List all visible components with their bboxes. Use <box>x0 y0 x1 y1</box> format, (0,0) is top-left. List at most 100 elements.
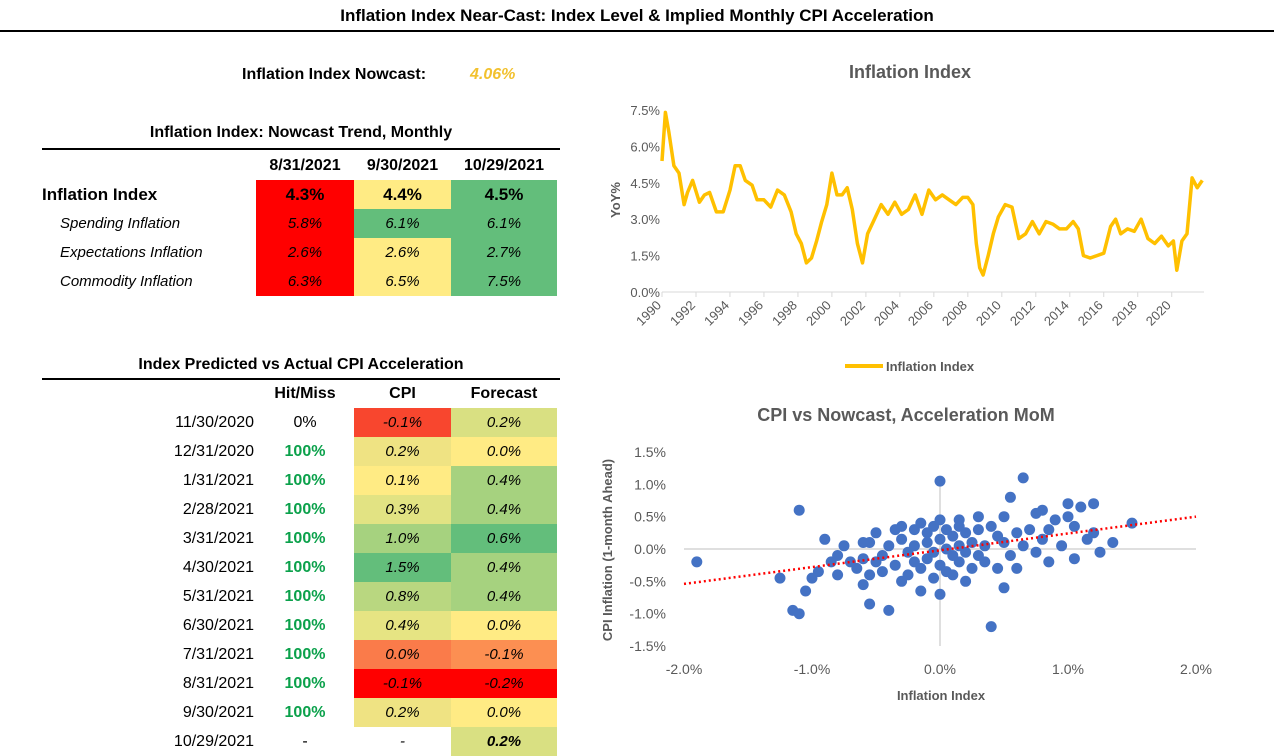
scatter-point <box>915 562 927 574</box>
scatter-point <box>972 511 984 523</box>
accel-forecast: 0.2% <box>451 408 557 437</box>
scatter-point <box>1062 511 1074 523</box>
accel-hit: 100% <box>284 616 326 634</box>
trend-cell: 2.6% <box>354 238 451 267</box>
line-chart-ylabel: YoY% <box>608 182 623 218</box>
y-tick-label: 4.5% <box>630 176 660 191</box>
scatter-chart-axes: -1.5% -1.0% -0.5% 0.0% 0.5% 1.0% 1.5% -2.0% -1.0… <box>629 444 1212 677</box>
scatter-chart-ylabel: CPI Inflation (1-month Ahead) <box>600 459 615 641</box>
legend-label: Inflation Index <box>886 359 975 374</box>
scatter-point <box>1011 527 1023 539</box>
scatter-point <box>819 533 831 545</box>
x-tick-label: 2002 <box>837 298 868 329</box>
accel-forecast: 0.4% <box>451 466 557 495</box>
accel-col-header: CPI <box>389 384 416 402</box>
scatter-point <box>928 572 940 584</box>
scatter-point <box>998 511 1010 523</box>
scatter-point <box>985 621 997 633</box>
x-tick-label: 2008 <box>939 298 970 329</box>
scatter-point <box>1056 540 1068 552</box>
scatter-point <box>1075 501 1087 513</box>
page-title: Inflation Index Near-Cast: Index Level &… <box>340 6 934 25</box>
accel-hit: 100% <box>284 529 326 547</box>
trend-table-rule <box>42 148 560 150</box>
scatter-point <box>979 556 991 568</box>
scatter-point <box>960 527 972 539</box>
y-tick-label: 0.5% <box>634 509 666 525</box>
trend-row-label: Commodity Inflation <box>60 273 193 290</box>
scatter-point <box>889 559 901 571</box>
trend-cell: 6.1% <box>354 209 451 238</box>
accel-forecast: -0.2% <box>451 669 557 698</box>
trend-table: 8/31/2021 9/30/2021 10/29/2021 Inflation… <box>42 151 557 296</box>
scatter-point <box>1024 524 1036 536</box>
accel-cpi: 0.2% <box>354 437 451 466</box>
scatter-point <box>985 520 997 532</box>
accel-forecast: 0.4% <box>451 495 557 524</box>
accel-table: Hit/Miss CPI Forecast 11/30/2020 0% -0.1% 0… <box>42 379 557 756</box>
trendline <box>683 515 1197 586</box>
accel-col-header: Hit/Miss <box>274 384 336 402</box>
scatter-point <box>1036 533 1048 545</box>
trend-cell: 6.1% <box>451 209 557 238</box>
scatter-chart: CPI vs Nowcast, Acceleration MoM CPI Inf… <box>600 405 1212 703</box>
y-tick-label: 7.5% <box>630 103 660 118</box>
accel-cpi: 1.5% <box>354 553 451 582</box>
accel-hit: 100% <box>284 442 326 460</box>
scatter-point <box>934 533 946 545</box>
trend-cell: 7.5% <box>451 267 557 296</box>
x-tick-label: 2018 <box>1109 298 1140 329</box>
trend-cell: 4.5% <box>451 180 557 209</box>
line-chart-series <box>660 110 1204 277</box>
scatter-point <box>998 582 1010 594</box>
accel-row: 6/30/2021 100% 0.4% 0.0% <box>42 611 557 640</box>
accel-forecast: 0.4% <box>451 582 557 611</box>
accel-col-header: Forecast <box>470 384 538 402</box>
line-chart-legend: Inflation Index <box>845 359 975 374</box>
scatter-point <box>1043 556 1055 568</box>
scatter-point <box>812 566 824 578</box>
scatter-point <box>793 504 805 516</box>
scatter-point <box>921 537 933 548</box>
y-tick-label: -1.0% <box>629 606 666 622</box>
scatter-point <box>960 575 972 587</box>
accel-row: 4/30/2021 100% 1.5% 0.4% <box>42 553 557 582</box>
scatter-point <box>800 585 812 597</box>
y-tick-label: 0.0% <box>630 285 660 300</box>
line-chart-title: Inflation Index <box>849 62 971 82</box>
scatter-point <box>1004 550 1016 561</box>
scatter-point <box>992 562 1004 574</box>
scatter-point <box>915 517 927 529</box>
scatter-point <box>902 569 914 581</box>
accel-table-title: Index Predicted vs Actual CPI Accelerati… <box>138 356 464 373</box>
scatter-point <box>896 533 908 545</box>
accel-hit: 100% <box>284 471 326 489</box>
scatter-point <box>934 475 946 487</box>
scatter-point <box>1088 498 1100 510</box>
trend-cell: 6.3% <box>256 267 354 296</box>
scatter-point <box>825 556 837 568</box>
scatter-chart-points <box>691 472 1138 633</box>
accel-date: 9/30/2021 <box>182 703 254 721</box>
trend-row-label: Spending Inflation <box>60 215 181 232</box>
trend-row-label: Expectations Inflation <box>60 244 203 261</box>
accel-row: 7/31/2021 100% 0.0% -0.1% <box>42 640 557 669</box>
accel-header-empty <box>42 379 256 408</box>
accel-cpi: -0.1% <box>354 669 451 698</box>
trend-cell: 2.7% <box>451 238 557 267</box>
y-tick-label: 0.0% <box>634 541 666 557</box>
trend-col-header: 9/30/2021 <box>366 156 439 174</box>
x-tick-label: 1996 <box>735 298 766 329</box>
scatter-point <box>972 524 984 536</box>
accel-date: 10/29/2021 <box>173 732 254 750</box>
accel-cpi: 1.0% <box>354 524 451 553</box>
accel-hit: 0% <box>293 413 317 431</box>
scatter-point <box>1004 491 1016 503</box>
x-tick-label: -1.0% <box>794 661 831 677</box>
scatter-point <box>953 556 965 568</box>
x-tick-label: 1994 <box>701 298 732 329</box>
trend-cell: 2.6% <box>256 238 354 267</box>
x-tick-label: 2020 <box>1143 298 1174 329</box>
accel-row: 1/31/2021 100% 0.1% 0.4% <box>42 466 557 495</box>
accel-row: 11/30/2020 0% -0.1% 0.2% <box>42 408 557 437</box>
